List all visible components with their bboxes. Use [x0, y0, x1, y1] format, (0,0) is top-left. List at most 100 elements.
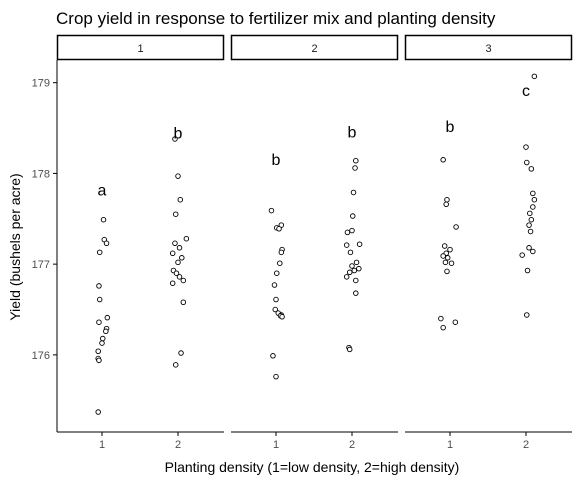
significance-letter: b [446, 119, 455, 136]
data-point [180, 277, 187, 284]
data-point [526, 222, 532, 228]
data-point [344, 229, 351, 236]
data-point [527, 228, 534, 235]
x-tick-label: 2 [349, 439, 355, 451]
data-point [351, 267, 358, 274]
data-point [447, 246, 453, 253]
data-point [173, 270, 180, 276]
y-axis: 176 177 178 179 [32, 60, 58, 432]
data-point [268, 207, 275, 214]
data-point [350, 213, 356, 219]
data-point [271, 282, 278, 288]
data-point [444, 196, 450, 203]
facet-strip [230, 34, 399, 61]
data-point [443, 201, 449, 208]
facet-panel-3: 3 1 2 b c [404, 34, 573, 451]
data-point [519, 252, 525, 258]
data-point [349, 263, 355, 269]
facet-panel-2: 2 1 2 b b [230, 34, 399, 451]
data-point [278, 249, 285, 256]
y-tick-label: 179 [32, 78, 50, 90]
data-point [273, 296, 279, 303]
data-point [172, 240, 178, 247]
facet-strip-label: 2 [311, 43, 317, 55]
data-point [353, 290, 359, 296]
data-point [524, 312, 530, 318]
data-point [103, 240, 110, 247]
data-point [172, 362, 179, 368]
data-point [523, 144, 529, 150]
data-point [438, 315, 444, 322]
data-point [530, 248, 536, 255]
data-point [440, 157, 446, 163]
data-point [346, 346, 353, 353]
data-point [175, 173, 181, 179]
data-point [353, 277, 359, 284]
data-point [440, 253, 446, 259]
data-point [96, 296, 103, 303]
data-point [352, 165, 358, 171]
data-point [276, 226, 282, 232]
data-point [353, 259, 360, 266]
data-point [531, 73, 538, 80]
data-point [176, 274, 183, 280]
data-point [273, 373, 279, 380]
y-tick-label: 177 [32, 259, 50, 271]
data-point [177, 196, 184, 203]
facet-strip-label: 1 [137, 43, 143, 55]
data-point [528, 166, 535, 172]
data-point [96, 357, 102, 364]
facet-strip [56, 34, 225, 61]
data-point [96, 249, 103, 256]
data-point [180, 299, 187, 306]
x-tick-label: 2 [175, 439, 181, 451]
facet-strip [404, 34, 573, 61]
data-point [95, 348, 101, 355]
data-point [343, 242, 350, 248]
data-point [441, 243, 448, 249]
data-point [530, 190, 536, 197]
data-point [346, 269, 353, 276]
significance-letter: b [174, 126, 183, 143]
data-point [270, 353, 276, 359]
data-point [452, 319, 459, 325]
significance-letter: c [522, 83, 530, 100]
significance-letter: a [98, 183, 107, 200]
data-point [353, 157, 359, 164]
data-point [274, 270, 280, 276]
data-point [169, 250, 176, 257]
data-point [178, 350, 184, 356]
data-point [100, 335, 106, 342]
panels: 1 1 2 a b 2 1 2 b b 3 1 2 b c [56, 34, 573, 451]
chart-title: Crop yield in response to fertilizer mix… [56, 9, 496, 28]
data-point [356, 265, 362, 272]
x-axis-label: Planting density (1=low density, 2=high … [165, 459, 460, 475]
data-point [347, 249, 354, 256]
facet-strip-label: 3 [485, 43, 491, 55]
x-tick-label: 1 [273, 439, 279, 451]
data-point [279, 314, 285, 320]
x-tick-label: 1 [99, 439, 105, 451]
x-tick-label: 2 [523, 439, 529, 451]
data-point [527, 210, 533, 217]
facet-panel-1: 1 1 2 a b [56, 34, 225, 451]
data-point [531, 196, 538, 203]
data-point [453, 224, 459, 230]
y-tick-label: 176 [32, 350, 50, 362]
data-point [100, 216, 107, 223]
data-point [524, 159, 530, 166]
data-point [343, 274, 350, 280]
data-point [356, 241, 363, 247]
data-point [442, 259, 449, 266]
data-point [272, 306, 278, 313]
data-point [349, 227, 355, 234]
data-point [444, 255, 451, 261]
data-point [444, 268, 450, 275]
data-point [277, 260, 283, 266]
data-point [175, 259, 181, 266]
data-point [179, 255, 185, 261]
data-point [169, 280, 176, 286]
y-axis-label: Yield (bushels per acre) [7, 173, 23, 320]
data-point [104, 314, 111, 321]
